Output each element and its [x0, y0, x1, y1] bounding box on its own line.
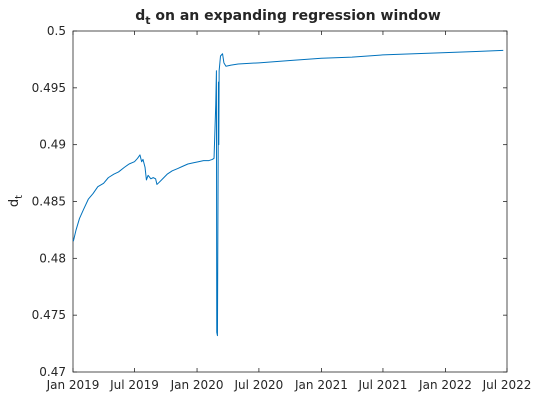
x-tick-label: Jul 2022	[482, 378, 532, 392]
y-tick-label: 0.5	[47, 24, 66, 38]
x-tick-label: Jan 2022	[418, 378, 472, 392]
series-line-d_t	[72, 49, 504, 337]
x-tick-label: Jan 2019	[46, 378, 100, 392]
y-tick-label: 0.495	[32, 81, 66, 95]
y-tick-label: 0.48	[39, 251, 66, 265]
axes-box	[72, 30, 508, 373]
y-axis: 0.47 0.475 0.48 0.485 0.49 0.495 0.5	[32, 24, 507, 379]
chart-title: dt on an expanding regression window	[135, 8, 441, 27]
x-tick-label: Jan 2020	[170, 378, 224, 392]
x-tick-label: Jul 2021	[358, 378, 408, 392]
y-tick-label: 0.47	[39, 365, 66, 379]
y-tick-label: 0.475	[32, 308, 66, 322]
x-axis: Jan 2019 Jul 2019 Jan 2020 Jul 2020 Jan 2021…	[46, 31, 532, 392]
x-tick-label: Jul 2019	[109, 378, 159, 392]
y-tick-label: 0.485	[32, 195, 66, 209]
plot-area	[72, 30, 508, 373]
y-tick-label: 0.49	[39, 138, 66, 152]
y-axis-label: dt	[7, 195, 25, 207]
x-tick-label: Jan 2021	[294, 378, 348, 392]
x-tick-label: Jul 2020	[233, 378, 283, 392]
